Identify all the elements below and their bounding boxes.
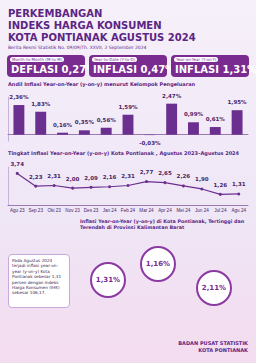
html-text:1,31%: 1,31% [95,276,121,284]
svg-text:0,99%: 0,99% [184,111,204,117]
svg-text:2,26: 2,26 [177,173,191,179]
html-text:Berita Resmi Statistik No. 09/: Berita Resmi Statistik No. 09/09/Th. XXV… [8,45,147,50]
svg-text:2,31: 2,31 [121,173,135,179]
svg-text:1,26: 1,26 [214,182,228,188]
svg-text:0,61%: 0,61% [206,116,226,122]
svg-text:Mei 24: Mei 24 [176,208,190,213]
svg-text:Sep 23: Sep 23 [28,208,43,213]
svg-text:Apr 24: Apr 24 [158,208,172,213]
svg-text:Okt 23: Okt 23 [47,208,61,213]
svg-text:Mar 24: Mar 24 [139,208,154,213]
svg-text:1,83%: 1,83% [31,101,51,107]
svg-text:2,47%: 2,47% [162,93,182,99]
html-text:KOTA PONTIANAK AGUSTUS 2024: KOTA PONTIANAK AGUSTUS 2024 [8,32,196,43]
html-text:Year-to-Date (Y-to-D): Year-to-Date (Y-to-D) [94,57,136,62]
html-text:Tingkat Inflasi Year-on-Year (: Tingkat Inflasi Year-on-Year (y-on-y) Ko… [8,150,240,156]
svg-text:Agu 23: Agu 23 [10,208,25,213]
svg-text:2,77: 2,77 [140,169,154,175]
svg-text:2,36%: 2,36% [9,94,29,100]
html-text:BADAN PUSAT STATISTIK KOTA PON: BADAN PUSAT STATISTIK KOTA PONTIANAK [178,340,248,353]
svg-text:Jun 24: Jun 24 [195,208,209,213]
svg-text:2,23: 2,23 [29,174,43,180]
svg-text:1,31: 1,31 [232,181,246,187]
svg-text:Jul 24: Jul 24 [214,208,227,213]
svg-text:-0,03%: -0,03% [139,140,161,146]
svg-text:1,59%: 1,59% [118,104,138,110]
html-text:Inflasi Year-on-Year (y-on-y): Inflasi Year-on-Year (y-on-y) di Kota Po… [80,219,245,230]
html-text:INFLASI 0,47%: INFLASI 0,47% [93,64,176,75]
svg-text:2,31: 2,31 [47,173,61,179]
html-text:2,11%: 2,11% [201,284,227,292]
svg-text:0,16%: 0,16% [53,122,73,128]
svg-text:2,16: 2,16 [103,174,117,180]
svg-text:0,56%: 0,56% [97,117,117,123]
svg-text:3,74: 3,74 [10,161,24,167]
html-text:Andil Inflasi Year-on-Year (y-: Andil Inflasi Year-on-Year (y-on-y) menu… [8,81,196,87]
html-text:INDEKS HARGA KONSUMEN: INDEKS HARGA KONSUMEN [8,20,162,31]
html-text:PERKEMBANGAN: PERKEMBANGAN [8,8,103,19]
svg-text:Feb 24: Feb 24 [121,208,136,213]
html-text:1,16%: 1,16% [145,260,171,268]
html-text:DEFLASI 0,27%: DEFLASI 0,27% [11,64,97,75]
svg-text:Nov 23: Nov 23 [65,208,80,213]
svg-text:2,65: 2,65 [158,170,172,176]
svg-text:0,35%: 0,35% [75,119,95,125]
html-text:Year-on-Year (Y-on-Y): Year-on-Year (Y-on-Y) [176,57,217,62]
svg-text:Jan 24: Jan 24 [103,208,117,213]
svg-text:1,95%: 1,95% [228,99,248,105]
svg-text:1,90: 1,90 [195,176,209,182]
html-text:Pada Agustus 2024 terjadi infl: Pada Agustus 2024 terjadi inflasi year-o… [12,258,62,296]
svg-text:Agu 24: Agu 24 [231,208,246,213]
svg-text:Des 23: Des 23 [84,208,99,213]
svg-text:2,00: 2,00 [66,176,80,182]
svg-text:2,09: 2,09 [84,175,98,181]
html-text:Month-to-Month (M-to-M): Month-to-Month (M-to-M) [12,57,63,62]
